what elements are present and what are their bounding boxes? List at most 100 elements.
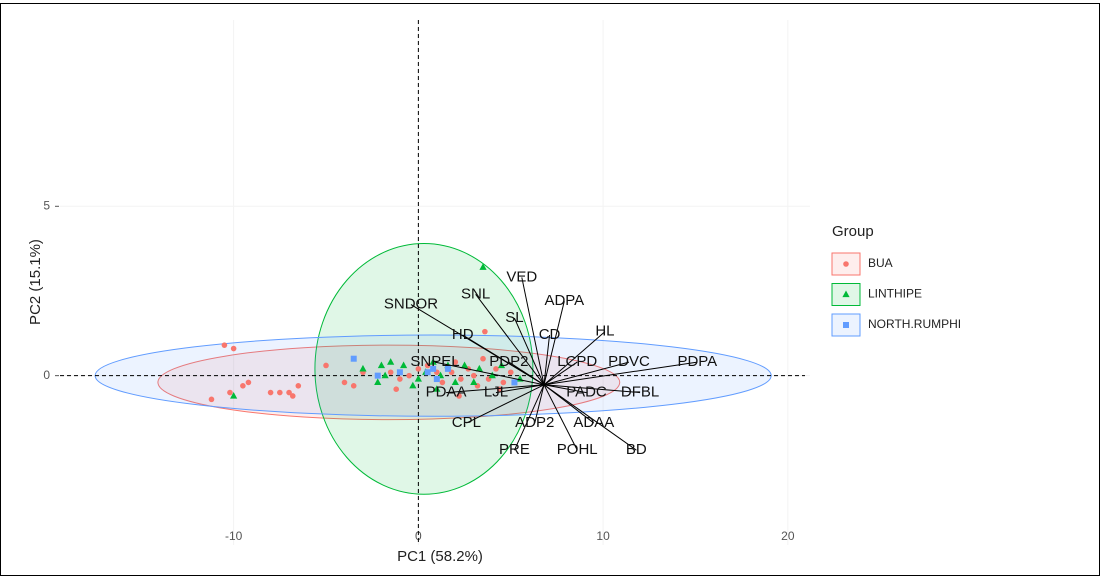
point [470, 378, 478, 386]
point [452, 359, 459, 365]
loading-arrow [543, 361, 698, 386]
point [208, 396, 215, 403]
point [341, 379, 348, 386]
variable-label: BD [626, 441, 647, 458]
loading-arrow [543, 334, 551, 385]
loading-arrow [543, 361, 630, 386]
loading-arrow [446, 384, 545, 394]
point [350, 383, 357, 389]
legend-symbol [843, 322, 849, 328]
point [277, 389, 283, 396]
point [286, 389, 292, 396]
point [475, 364, 483, 372]
x-tick-label: 0 [415, 529, 422, 543]
variable-label: PDP2 [489, 353, 528, 370]
variable-label: LCPD [557, 353, 597, 370]
loading-arrow [508, 361, 545, 386]
point [470, 372, 477, 379]
frame [0, 3, 1100, 576]
point [479, 263, 487, 270]
point [433, 376, 440, 383]
legend-label: NORTH.RUMPHI [868, 317, 961, 331]
loading-arrow [475, 294, 545, 386]
loading-arrow [543, 384, 641, 394]
point [227, 389, 233, 396]
point [381, 371, 389, 379]
x-tick-label: -10 [225, 529, 243, 543]
variable-label: ADPA [544, 292, 584, 309]
point [409, 381, 417, 389]
point [240, 383, 246, 389]
x-axis-title: PC1 (58.2%) [397, 548, 483, 565]
variable-label: SNDOR [384, 295, 438, 312]
point [429, 358, 437, 365]
point [374, 372, 381, 379]
point [374, 378, 382, 386]
x-tick-label: 20 [781, 529, 795, 543]
variable-label: SNPEL [410, 353, 459, 370]
point [221, 342, 228, 348]
loading-arrow [521, 277, 545, 385]
point [444, 365, 451, 372]
point [507, 369, 514, 376]
loading-arrow [513, 317, 545, 385]
y-tick-label: 0 [43, 368, 50, 382]
point [488, 371, 496, 379]
point [451, 378, 459, 386]
group-ellipse [314, 243, 534, 495]
variable-label: CD [539, 326, 561, 343]
variable-label: SL [505, 309, 523, 326]
point [399, 361, 408, 369]
point [460, 361, 469, 369]
loading-arrow [466, 384, 545, 424]
variable-label: VED [506, 268, 537, 285]
point [387, 369, 394, 376]
variable-label: SNL [461, 285, 490, 302]
point [295, 383, 302, 389]
variable-label: PDAA [426, 384, 467, 401]
loading-arrow [495, 384, 545, 394]
point [497, 361, 506, 369]
variable-label: ADAA [573, 414, 614, 431]
point [393, 386, 400, 392]
point [230, 345, 237, 352]
point [323, 362, 329, 369]
variable-label: HD [452, 326, 474, 343]
point [430, 365, 437, 372]
loading-arrow [543, 384, 637, 451]
loading-arrow [543, 331, 606, 386]
y-axis-title: PC2 (15.1%) [27, 239, 44, 325]
variable-label: PRE [499, 441, 530, 458]
variable-label: DFBL [621, 384, 659, 401]
variable-label: ADP2 [515, 414, 554, 431]
point [493, 366, 499, 372]
point [439, 379, 446, 386]
point [480, 355, 486, 362]
legend-title: Group [832, 223, 874, 240]
point [230, 391, 238, 399]
point [415, 366, 422, 372]
point [433, 385, 441, 392]
legend-label: LINTHIPE [868, 287, 922, 301]
point [245, 379, 252, 386]
point [267, 389, 274, 396]
point [359, 364, 367, 372]
variable-label: PDPA [677, 353, 717, 370]
variable-label: POHL [557, 441, 598, 458]
loading-arrow [543, 301, 565, 385]
point [482, 328, 488, 335]
point [387, 358, 395, 365]
group-ellipse [157, 344, 621, 421]
x-tick-label: 10 [596, 529, 610, 543]
variable-label: HL [595, 323, 614, 340]
variable-label: CPL [452, 414, 481, 431]
point [424, 369, 431, 376]
loading-arrow [543, 384, 587, 394]
loading-arrow [434, 361, 545, 386]
loading-arrow [534, 384, 545, 424]
point [511, 379, 518, 386]
point [456, 393, 462, 399]
point [396, 369, 403, 376]
